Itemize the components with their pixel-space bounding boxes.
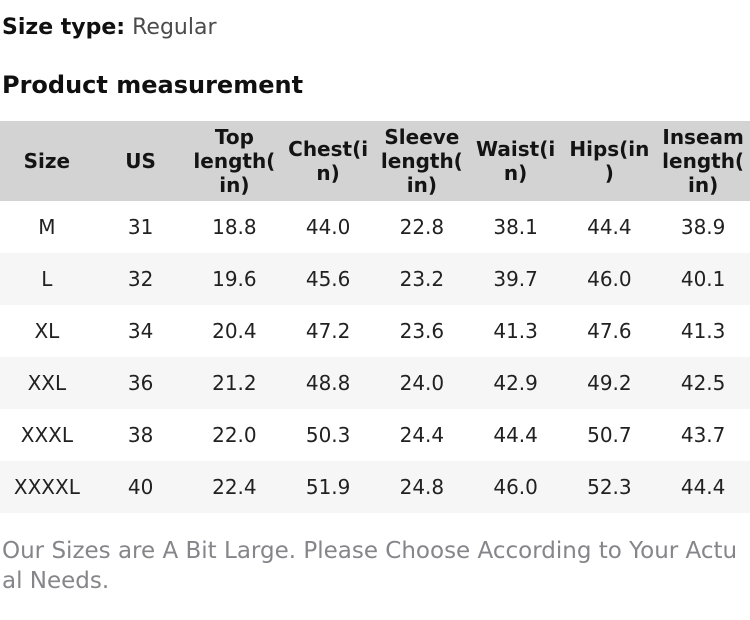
table-header: Size US Top length(in) Chest(in) Sleeve … [0,121,750,201]
sizing-note: Our Sizes are A Bit Large. Please Choose… [2,538,738,594]
cell-size: L [0,253,94,305]
cell-hips: 49.2 [562,357,657,409]
measurement-table: Size US Top length(in) Chest(in) Sleeve … [0,121,750,513]
cell-inseam-length: 44.4 [656,461,750,513]
cell-top-length: 22.4 [187,461,282,513]
cell-chest: 44.0 [281,201,375,253]
cell-size: XXXXL [0,461,94,513]
cell-us: 31 [93,201,188,253]
cell-sleeve-length: 23.6 [375,305,469,357]
cell-size: XXL [0,357,94,409]
cell-inseam-length: 41.3 [656,305,750,357]
cell-inseam-length: 42.5 [656,357,750,409]
table-row-xxxxl: XXXXL 40 22.4 51.9 24.8 46.0 52.3 44.4 [0,461,750,513]
cell-top-length: 18.8 [187,201,282,253]
column-header-inseam-length: Inseam length(in) [656,121,750,201]
cell-us: 40 [93,461,188,513]
cell-waist: 39.7 [468,253,563,305]
size-type-value: Regular [132,15,217,40]
page-title: Product measurement [2,71,304,99]
cell-sleeve-length: 24.8 [375,461,469,513]
table-row-m: M 31 18.8 44.0 22.8 38.1 44.4 38.9 [0,201,750,253]
cell-inseam-length: 38.9 [656,201,750,253]
header-row: Size US Top length(in) Chest(in) Sleeve … [0,121,750,201]
cell-waist: 41.3 [468,305,563,357]
table-row-l: L 32 19.6 45.6 23.2 39.7 46.0 40.1 [0,253,750,305]
cell-hips: 50.7 [562,409,657,461]
cell-hips: 44.4 [562,201,657,253]
cell-inseam-length: 43.7 [656,409,750,461]
table-row-xl: XL 34 20.4 47.2 23.6 41.3 47.6 41.3 [0,305,750,357]
table-row-xxl: XXL 36 21.2 48.8 24.0 42.9 49.2 42.5 [0,357,750,409]
cell-sleeve-length: 24.0 [375,357,469,409]
cell-waist: 38.1 [468,201,563,253]
cell-size: XL [0,305,94,357]
cell-us: 32 [93,253,188,305]
table-body: M 31 18.8 44.0 22.8 38.1 44.4 38.9 L 32 … [0,201,750,513]
cell-chest: 51.9 [281,461,375,513]
cell-top-length: 20.4 [187,305,282,357]
cell-chest: 45.6 [281,253,375,305]
column-header-chest: Chest(in) [281,121,375,201]
cell-waist: 46.0 [468,461,563,513]
cell-hips: 47.6 [562,305,657,357]
column-header-sleeve-length: Sleeve length(in) [375,121,469,201]
column-header-waist: Waist(in) [468,121,563,201]
cell-hips: 46.0 [562,253,657,305]
table-row-xxxl: XXXL 38 22.0 50.3 24.4 44.4 50.7 43.7 [0,409,750,461]
cell-hips: 52.3 [562,461,657,513]
cell-waist: 44.4 [468,409,563,461]
cell-us: 36 [93,357,188,409]
cell-chest: 47.2 [281,305,375,357]
size-type-row: Size type: Regular [0,14,750,42]
size-type-label: Size type: [2,15,126,40]
cell-top-length: 22.0 [187,409,282,461]
cell-top-length: 21.2 [187,357,282,409]
column-header-top-length: Top length(in) [187,121,282,201]
cell-size: XXXL [0,409,94,461]
cell-sleeve-length: 23.2 [375,253,469,305]
cell-waist: 42.9 [468,357,563,409]
cell-size: M [0,201,94,253]
cell-sleeve-length: 22.8 [375,201,469,253]
column-header-size: Size [0,121,94,201]
cell-top-length: 19.6 [187,253,282,305]
column-header-us: US [93,121,188,201]
cell-us: 34 [93,305,188,357]
column-header-hips: Hips(in) [562,121,657,201]
cell-sleeve-length: 24.4 [375,409,469,461]
cell-us: 38 [93,409,188,461]
cell-chest: 50.3 [281,409,375,461]
cell-inseam-length: 40.1 [656,253,750,305]
cell-chest: 48.8 [281,357,375,409]
